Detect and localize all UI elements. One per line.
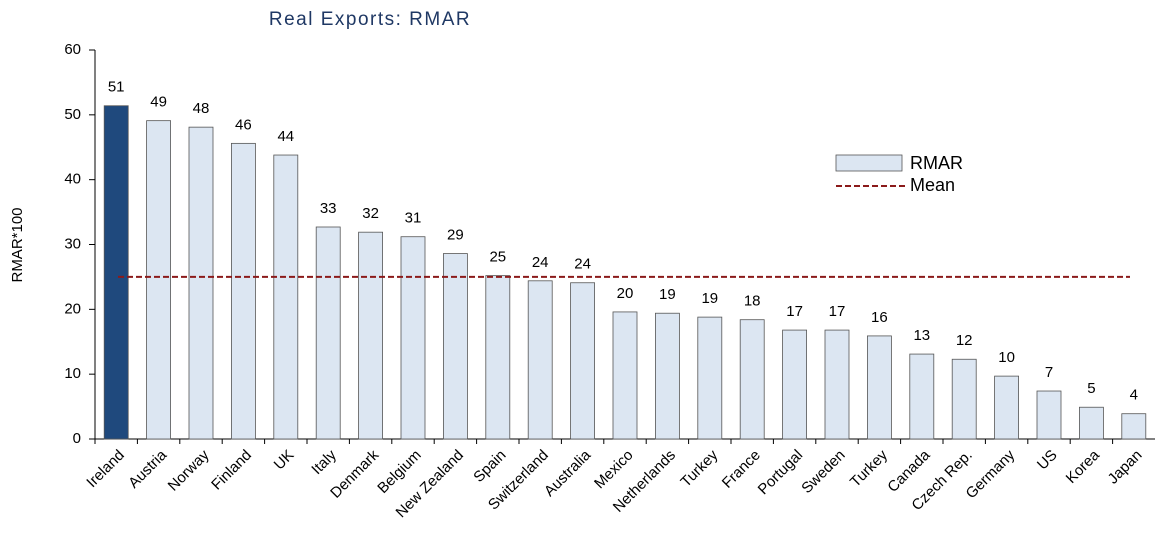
bar bbox=[485, 275, 511, 440]
y-tick-label: 50 bbox=[64, 106, 81, 123]
bar bbox=[951, 358, 977, 440]
bar bbox=[739, 319, 765, 440]
x-tick-label: Spain bbox=[470, 447, 509, 486]
x-tick-label: Korea bbox=[1063, 446, 1104, 487]
data-label: 51 bbox=[108, 79, 125, 96]
bar bbox=[230, 142, 256, 440]
bar bbox=[655, 312, 680, 440]
data-label: 5 bbox=[1087, 380, 1095, 397]
data-label: 19 bbox=[659, 286, 676, 303]
legend-label: Mean bbox=[910, 175, 955, 195]
bar bbox=[527, 280, 553, 440]
x-tick-label: Sweden bbox=[798, 447, 848, 497]
y-tick-label: 0 bbox=[73, 430, 81, 447]
y-tick-label: 10 bbox=[64, 365, 81, 382]
x-tick-label: Finland bbox=[208, 447, 255, 494]
bar bbox=[697, 316, 723, 440]
data-label: 4 bbox=[1130, 387, 1138, 404]
bar bbox=[612, 311, 638, 440]
bar bbox=[146, 120, 172, 440]
x-tick-label: UK bbox=[271, 447, 298, 474]
bar bbox=[358, 231, 384, 440]
x-tick-label: Australia bbox=[541, 446, 595, 500]
x-tick-label: US bbox=[1034, 447, 1061, 474]
bar bbox=[315, 226, 341, 440]
data-label: 7 bbox=[1045, 364, 1053, 381]
data-label: 33 bbox=[320, 200, 337, 217]
data-label: 17 bbox=[829, 303, 846, 320]
chart-title: Real Exports: RMAR bbox=[269, 9, 471, 30]
bar bbox=[1079, 406, 1104, 440]
data-label: 12 bbox=[956, 332, 973, 349]
data-label: 16 bbox=[871, 309, 888, 326]
bar bbox=[1121, 413, 1147, 440]
y-tick-label: 40 bbox=[64, 171, 81, 188]
x-tick-label: Portugal bbox=[755, 447, 807, 499]
bar bbox=[400, 236, 426, 440]
data-label: 31 bbox=[405, 210, 422, 227]
bar bbox=[273, 154, 299, 440]
bar bbox=[824, 329, 850, 440]
data-label: 32 bbox=[362, 205, 379, 222]
legend-label: RMAR bbox=[910, 153, 963, 173]
data-label: 48 bbox=[193, 100, 210, 117]
data-label: 17 bbox=[786, 303, 803, 320]
y-axis-label: RMAR*100 bbox=[9, 207, 26, 282]
x-tick-label: Norway bbox=[165, 446, 213, 494]
data-label: 24 bbox=[574, 256, 591, 273]
bar bbox=[103, 105, 129, 440]
bar bbox=[570, 282, 595, 440]
bar bbox=[994, 375, 1019, 440]
y-tick-label: 30 bbox=[64, 235, 81, 252]
data-label: 44 bbox=[277, 128, 294, 145]
data-label: 29 bbox=[447, 227, 464, 244]
legend-swatch bbox=[835, 154, 903, 172]
data-label: 20 bbox=[617, 285, 634, 302]
x-tick-label: Turkey bbox=[677, 446, 721, 490]
x-tick-label: Austria bbox=[125, 446, 170, 491]
x-tick-label: Ireland bbox=[83, 447, 127, 491]
bar bbox=[782, 329, 807, 440]
x-tick-label: Japan bbox=[1105, 447, 1146, 488]
data-label: 46 bbox=[235, 116, 252, 133]
y-tick-label: 20 bbox=[64, 300, 81, 317]
data-label: 25 bbox=[489, 249, 506, 266]
bar bbox=[867, 335, 892, 440]
data-label: 19 bbox=[701, 290, 718, 307]
bar bbox=[442, 253, 468, 440]
x-tick-label: Italy bbox=[308, 446, 340, 478]
bar bbox=[1036, 390, 1062, 440]
data-label: 18 bbox=[744, 293, 761, 310]
y-tick-label: 60 bbox=[64, 41, 81, 58]
data-label: 24 bbox=[532, 254, 549, 271]
bar bbox=[909, 353, 935, 440]
bar bbox=[188, 126, 214, 440]
data-label: 10 bbox=[998, 349, 1015, 366]
data-label: 13 bbox=[913, 327, 930, 344]
data-label: 49 bbox=[150, 94, 167, 111]
